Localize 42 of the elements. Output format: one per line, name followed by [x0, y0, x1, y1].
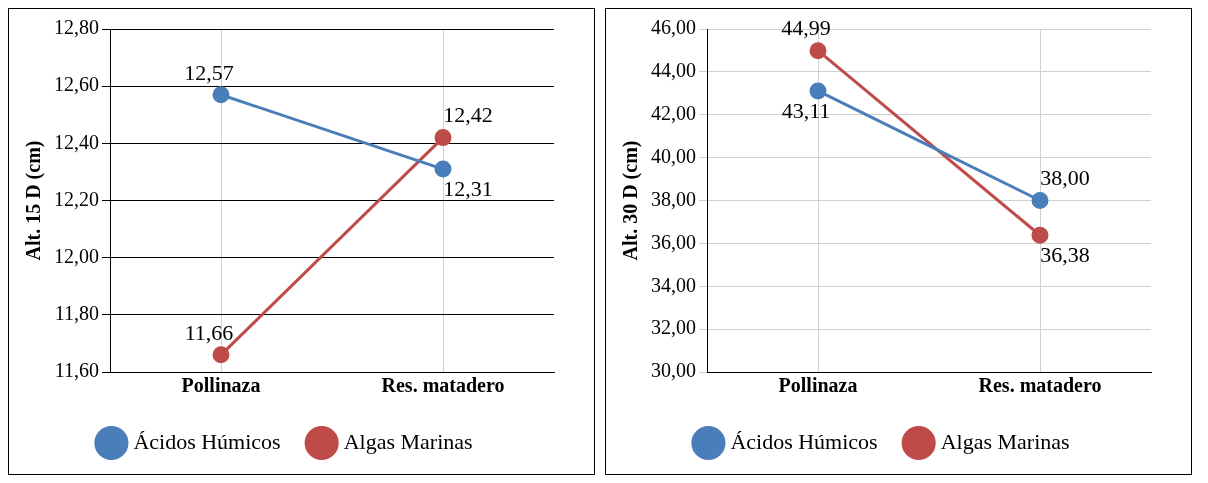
y-axis-title: Alt. 30 D (cm) — [619, 140, 643, 261]
point — [1031, 192, 1049, 209]
text: 44,99 — [781, 15, 831, 41]
y-tick-label: 38,00 — [651, 187, 696, 210]
text: 12,57 — [184, 59, 234, 85]
point — [1031, 226, 1049, 244]
y-tick-label: 40,00 — [651, 144, 696, 167]
point — [212, 86, 230, 104]
x-tick-label: Res. matadero — [381, 374, 505, 397]
y-tick-label: 34,00 — [651, 273, 696, 296]
y-tick-label: 36,00 — [651, 230, 696, 253]
text: 11,66 — [184, 319, 234, 345]
y-tick-label: 32,00 — [651, 316, 696, 339]
y-tick-label: 11,80 — [54, 302, 99, 325]
y-tick-label: 12,60 — [54, 73, 99, 96]
point — [434, 160, 452, 178]
y-tick-label: 12,40 — [54, 130, 99, 153]
point — [809, 82, 827, 100]
point — [809, 42, 827, 60]
legend-label: Algas Marinas — [343, 428, 473, 454]
text: 38,00 — [1040, 165, 1090, 191]
y-tick-label: 11,60 — [54, 359, 99, 382]
x-tick-label: Pollinaza — [181, 374, 261, 397]
y-tick-label: 46,00 — [651, 16, 696, 39]
y-tick-label: 42,00 — [651, 102, 696, 124]
legend-label: Ácidos Húmicos — [133, 428, 281, 454]
y-tick-label: 12,00 — [54, 244, 99, 267]
point — [434, 129, 452, 147]
x-tick-label: Pollinaza — [778, 374, 858, 397]
point — [212, 346, 230, 364]
y-tick-label: 30,00 — [651, 359, 696, 382]
text: 12,31 — [443, 175, 493, 201]
legend-label: Algas Marinas — [940, 428, 1070, 454]
text: 12,42 — [443, 102, 493, 128]
y-tick-label: 44,00 — [651, 59, 696, 82]
legend-label: Ácidos Húmicos — [730, 428, 878, 454]
text: 43,11 — [781, 97, 831, 123]
y-axis-title: Alt. 15 D (cm) — [22, 140, 46, 261]
x-tick-label: Res. matadero — [978, 374, 1102, 397]
y-tick-label: 12,20 — [54, 187, 99, 210]
y-tick-label: 12,80 — [54, 16, 99, 39]
text: 36,38 — [1040, 242, 1090, 268]
